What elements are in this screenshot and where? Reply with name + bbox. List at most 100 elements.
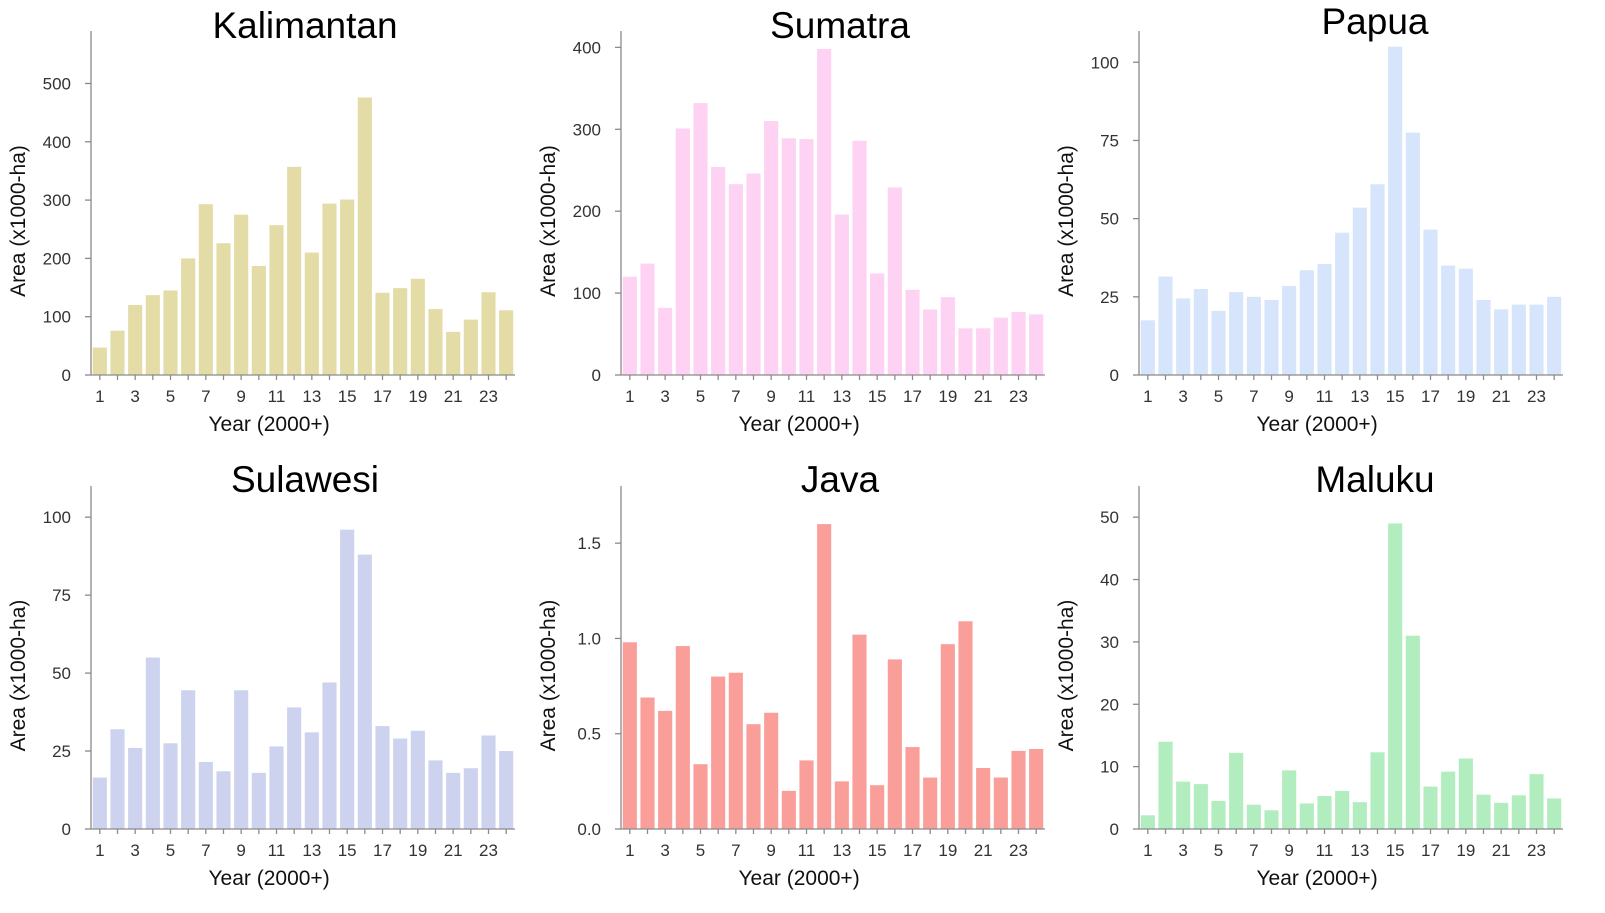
x-tick-label: 19 — [408, 387, 427, 406]
bar-year-12 — [1335, 790, 1350, 829]
bar-year-18 — [1441, 771, 1456, 829]
bar-year-21 — [976, 328, 991, 375]
x-tick-label: 9 — [236, 841, 245, 860]
bar-year-17 — [375, 726, 390, 829]
x-tick-label: 17 — [373, 841, 392, 860]
bar-year-21 — [1494, 309, 1509, 375]
bar-year-3 — [658, 710, 673, 829]
x-tick-label: 21 — [1492, 387, 1511, 406]
x-tick-label: 1 — [95, 841, 104, 860]
bar-year-9 — [1282, 285, 1297, 375]
bar-year-5 — [163, 290, 178, 375]
bar-year-8 — [746, 724, 761, 829]
bar-year-9 — [764, 121, 779, 375]
bar-year-15 — [870, 785, 885, 829]
bar-year-11 — [269, 746, 284, 829]
chart-panel-papua: Papua 0 25 50 75 100 1 3 5 7 9 11 13 15 17 19 21 23 Year … — [1055, 0, 1605, 456]
x-tick-label: 3 — [660, 841, 669, 860]
bar-year-11 — [1317, 263, 1332, 375]
x-tick-label: 13 — [302, 387, 321, 406]
bar-year-11 — [1317, 795, 1332, 829]
y-tick-label: 0 — [62, 366, 71, 385]
bar-year-4 — [145, 295, 160, 375]
bar-year-24 — [1029, 314, 1044, 375]
bar-year-6 — [711, 676, 726, 829]
chart-title: Papua — [1321, 1, 1429, 42]
bar-year-18 — [393, 288, 408, 375]
bar-year-7 — [1246, 296, 1261, 375]
x-tick-label: 21 — [974, 841, 993, 860]
x-tick-label: 17 — [1421, 841, 1440, 860]
x-axis-title: Year (2000+) — [738, 413, 859, 436]
bar-year-13 — [834, 214, 849, 375]
y-tick-label: 300 — [43, 191, 71, 210]
bar-year-2 — [110, 729, 125, 829]
bar-year-20 — [428, 309, 443, 375]
bars — [622, 49, 1044, 376]
bar-year-5 — [693, 103, 708, 375]
bars — [1140, 46, 1562, 375]
bar-year-2 — [640, 263, 655, 375]
y-axis-title: Area (x1000-ha) — [1055, 145, 1078, 297]
bar-year-23 — [481, 292, 496, 375]
y-axis-title: Area (x1000-ha) — [7, 145, 30, 297]
bar-year-18 — [923, 777, 938, 829]
bar-year-5 — [1211, 310, 1226, 375]
bar-year-16 — [887, 659, 902, 829]
y-tick-label: 200 — [573, 202, 601, 221]
bar-year-8 — [216, 771, 231, 829]
bar-year-10 — [781, 790, 796, 829]
bar-year-10 — [1299, 270, 1314, 375]
x-axis-title: Year (2000+) — [1256, 867, 1377, 890]
bar-year-9 — [1282, 770, 1297, 829]
bar-year-7 — [728, 672, 743, 829]
x-tick-label: 15 — [1386, 841, 1405, 860]
x-tick-label: 23 — [1527, 387, 1546, 406]
y-tick-label: 50 — [1100, 508, 1119, 527]
bar-year-18 — [923, 309, 938, 375]
x-tick-label: 17 — [373, 387, 392, 406]
x-tick-label: 15 — [868, 841, 887, 860]
bar-year-4 — [1193, 289, 1208, 375]
x-tick-label: 5 — [166, 841, 175, 860]
bar-year-1 — [92, 777, 107, 829]
y-tick-label: 1.5 — [577, 534, 601, 553]
x-tick-label: 21 — [974, 387, 993, 406]
x-tick-label: 5 — [696, 387, 705, 406]
bar-year-24 — [499, 310, 514, 375]
bar-year-19 — [940, 297, 955, 375]
y-tick-label: 30 — [1100, 633, 1119, 652]
bar-year-2 — [1158, 741, 1173, 829]
x-tick-label: 13 — [1350, 841, 1369, 860]
bar-year-6 — [181, 258, 196, 375]
bar-year-15 — [340, 529, 355, 829]
x-tick-label: 9 — [236, 387, 245, 406]
x-tick-label: 11 — [268, 387, 286, 406]
x-tick-label: 7 — [1249, 387, 1258, 406]
bar-year-20 — [1476, 299, 1491, 375]
x-axis-title: Year (2000+) — [208, 413, 329, 436]
bar-year-4 — [145, 657, 160, 829]
bar-year-22 — [993, 777, 1008, 829]
bar-year-8 — [1264, 810, 1279, 829]
bar-year-21 — [446, 772, 461, 829]
x-tick-label: 1 — [1143, 841, 1152, 860]
x-tick-label: 23 — [1527, 841, 1546, 860]
chart-panel-kalimantan: Kalimantan 0 100 200 300 400 500 1 3 5 7 9 11 13 15 17… — [0, 0, 535, 456]
chart-panel-sulawesi: Sulawesi 0 25 50 75 100 1 3 5 7 9 11 13 15 17 19 21 23 Ye… — [0, 456, 535, 912]
bar-year-4 — [1193, 784, 1208, 829]
bar-year-1 — [622, 276, 637, 375]
bar-year-20 — [1476, 794, 1491, 829]
x-tick-label: 1 — [625, 841, 634, 860]
bar-year-5 — [693, 764, 708, 829]
bar-year-17 — [1423, 229, 1438, 375]
bar-year-14 — [322, 203, 337, 375]
bar-year-10 — [781, 138, 796, 375]
bar-year-19 — [1458, 268, 1473, 375]
x-tick-label: 13 — [302, 841, 321, 860]
bar-year-24 — [1029, 748, 1044, 829]
x-tick-label: 7 — [201, 387, 210, 406]
